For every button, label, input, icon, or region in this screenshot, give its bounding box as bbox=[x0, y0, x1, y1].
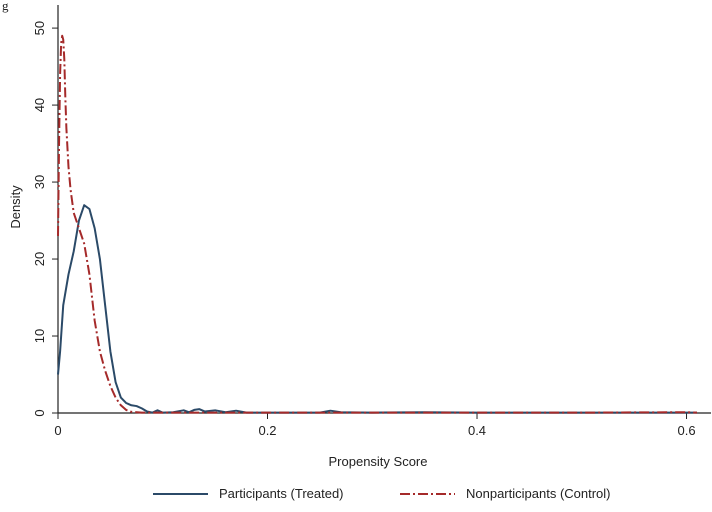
corner-text: g bbox=[2, 0, 9, 13]
series-line-participants bbox=[57, 204, 697, 414]
y-tick-label: 10 bbox=[32, 329, 47, 343]
y-tick-label: 40 bbox=[32, 98, 47, 112]
x-tick-label: 0.4 bbox=[468, 423, 486, 438]
x-tick-label: 0 bbox=[54, 423, 61, 438]
y-tick-label: 30 bbox=[32, 175, 47, 189]
y-tick-label: 20 bbox=[32, 252, 47, 266]
y-axis-title: Density bbox=[8, 185, 23, 229]
y-tick-label: 50 bbox=[32, 21, 47, 35]
series-layer bbox=[57, 34, 698, 414]
y-tick-label: 0 bbox=[32, 409, 47, 416]
x-axis-title: Propensity Score bbox=[329, 454, 428, 469]
x-tick-label: 0.6 bbox=[677, 423, 695, 438]
legend: Participants (Treated) Nonparticipants (C… bbox=[153, 486, 611, 501]
legend-label: Nonparticipants (Control) bbox=[466, 486, 611, 501]
axes: 0 0.2 0.4 0.6 0 10 20 30 40 50 bbox=[32, 5, 711, 438]
legend-label: Participants (Treated) bbox=[219, 486, 344, 501]
series-line-nonparticipants bbox=[57, 34, 698, 414]
x-tick-label: 0.2 bbox=[258, 423, 276, 438]
